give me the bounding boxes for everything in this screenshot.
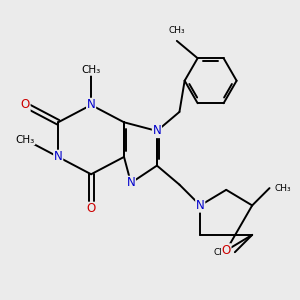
Text: CH₃: CH₃ — [213, 248, 230, 257]
Text: N: N — [127, 176, 135, 189]
Text: N: N — [196, 199, 205, 212]
Text: O: O — [86, 202, 96, 215]
Text: N: N — [153, 124, 161, 137]
Text: N: N — [87, 98, 95, 112]
Text: O: O — [222, 244, 231, 257]
Text: CH₃: CH₃ — [275, 184, 291, 193]
Text: N: N — [54, 150, 63, 164]
Text: CH₃: CH₃ — [16, 135, 35, 145]
Text: O: O — [21, 98, 30, 112]
Text: CH₃: CH₃ — [82, 65, 101, 75]
Text: CH₃: CH₃ — [169, 26, 185, 35]
